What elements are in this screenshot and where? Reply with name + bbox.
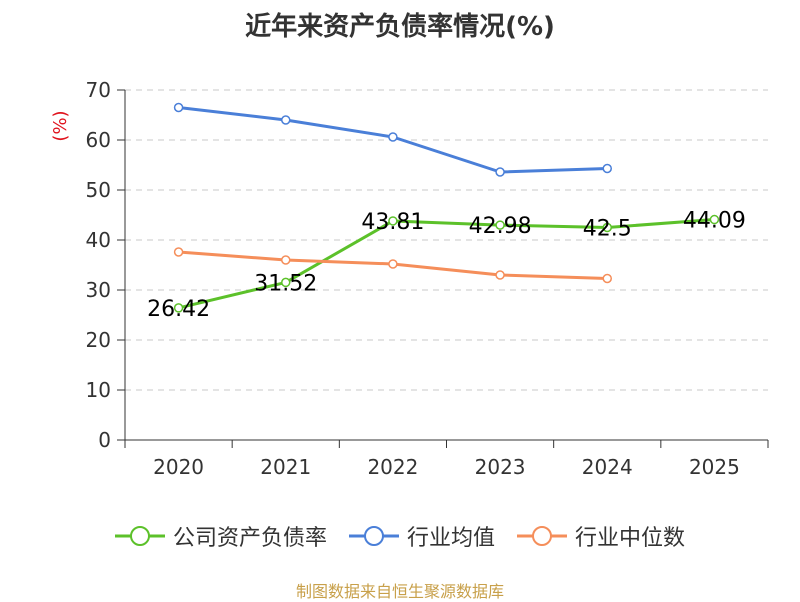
legend-item[interactable]: 公司资产负债率 bbox=[114, 520, 327, 552]
data-point bbox=[173, 102, 184, 113]
legend-label: 行业中位数 bbox=[575, 526, 686, 551]
data-label: 26.42 bbox=[147, 297, 210, 322]
x-tick-label: 2020 bbox=[153, 455, 204, 479]
y-tick-label: 50 bbox=[86, 178, 111, 202]
data-point bbox=[388, 259, 398, 269]
y-tick-label: 10 bbox=[86, 378, 111, 402]
data-point bbox=[281, 255, 291, 265]
data-label: 43.81 bbox=[361, 210, 424, 235]
data-label: 31.52 bbox=[254, 271, 317, 296]
x-tick-label: 2025 bbox=[689, 455, 740, 479]
y-tick-label: 30 bbox=[86, 278, 111, 302]
y-tick-label: 40 bbox=[86, 228, 111, 252]
series-line-0 bbox=[178, 218, 715, 310]
data-point bbox=[602, 222, 612, 233]
x-tick-label: 2022 bbox=[367, 455, 418, 479]
y-tick-label: 70 bbox=[86, 78, 111, 102]
y-tick-label: 20 bbox=[86, 328, 111, 352]
axes: 0 10 20 30 40 50 60 70 2020 2021 2022 2023 2024 2025 bbox=[86, 78, 769, 479]
legend-swatch bbox=[517, 526, 567, 546]
y-axis-label: (%) bbox=[50, 110, 71, 141]
x-tick-label: 2023 bbox=[475, 455, 526, 479]
legend-item[interactable]: 行业中位数 bbox=[517, 520, 685, 552]
data-label: 42.98 bbox=[469, 214, 532, 239]
legend-label: 行业均值 bbox=[406, 526, 495, 551]
grid-lines bbox=[125, 89, 768, 391]
data-point bbox=[602, 163, 612, 174]
data-label: 42.5 bbox=[583, 217, 632, 242]
y-tick-label: 0 bbox=[98, 428, 111, 452]
x-tick-label: 2024 bbox=[582, 455, 633, 479]
legend-swatch-marker bbox=[532, 526, 552, 546]
legend-swatch-marker bbox=[363, 526, 384, 546]
legend-swatch bbox=[114, 526, 165, 546]
y-tick-label: 60 bbox=[86, 128, 111, 152]
legend: 公司资产负债率 行业均值 行业中位数 bbox=[0, 518, 800, 554]
data-label: 44.09 bbox=[683, 209, 746, 234]
data-point bbox=[388, 132, 398, 142]
legend-swatch bbox=[348, 526, 399, 546]
data-point bbox=[495, 270, 505, 280]
legend-item[interactable]: 行业均值 bbox=[348, 520, 495, 552]
chart-title: 近年来资产负债率情况(%) bbox=[245, 12, 555, 42]
data-point bbox=[173, 303, 184, 313]
data-labels: 26.42 31.52 43.81 42.98 42.5 44.09 bbox=[147, 209, 746, 322]
data-point bbox=[173, 247, 184, 257]
data-point bbox=[388, 216, 398, 226]
x-tick-label: 2021 bbox=[260, 455, 311, 479]
legend-swatch-marker bbox=[129, 526, 150, 546]
data-point bbox=[602, 273, 612, 284]
data-point bbox=[281, 277, 291, 288]
series-lines bbox=[173, 102, 720, 313]
source-note: 制图数据来自恒生聚源数据库 bbox=[295, 582, 504, 601]
data-point bbox=[709, 214, 720, 225]
data-point bbox=[495, 220, 505, 230]
legend-label: 公司资产负债率 bbox=[172, 526, 327, 551]
data-point bbox=[495, 167, 505, 177]
data-point bbox=[281, 115, 291, 125]
